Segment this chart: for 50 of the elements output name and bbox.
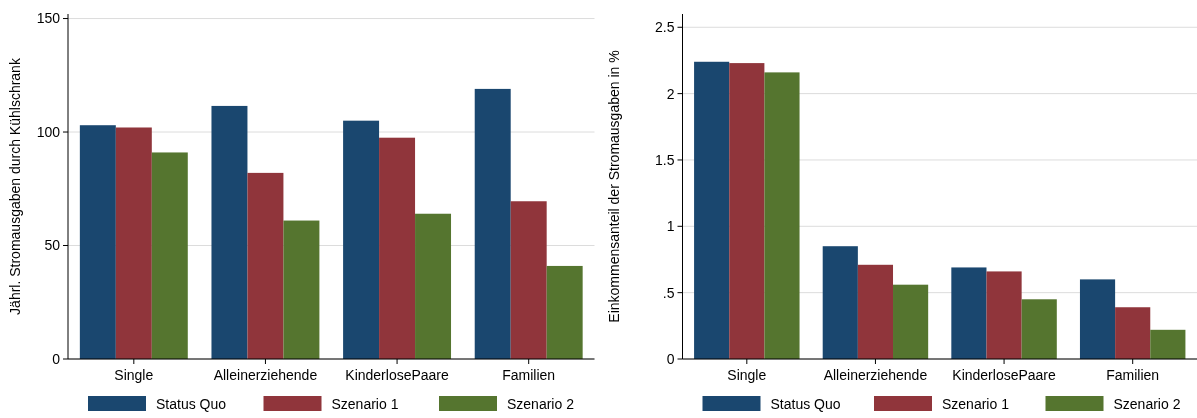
bar <box>151 152 188 359</box>
y-tick-label: 2.5 <box>655 19 675 36</box>
legend-label: Szenario 2 <box>1113 395 1181 412</box>
bar <box>1115 307 1151 359</box>
y-axis-title: Jährl. Stromausgaben durch Kühlschrank <box>7 57 23 315</box>
x-tick-label: Familien <box>1106 367 1160 383</box>
x-tick-label: Single <box>727 367 767 383</box>
bar <box>415 213 452 359</box>
bar <box>211 105 248 359</box>
bar <box>951 267 987 359</box>
bar <box>694 61 730 359</box>
y-tick-label: 100 <box>36 123 61 140</box>
bar <box>474 88 511 359</box>
y-tick-label: 150 <box>36 10 61 27</box>
x-tick-label: Alleinerziehende <box>823 367 928 383</box>
legend-label: Status Quo <box>770 395 841 412</box>
bar <box>986 271 1022 359</box>
x-tick-label: KinderlosePaare <box>952 367 1057 383</box>
bar <box>546 265 583 359</box>
x-tick-label: KinderlosePaare <box>345 367 450 383</box>
legend-label: Szenario 1 <box>331 395 399 412</box>
y-tick-label: 1.5 <box>655 151 675 168</box>
bar <box>343 120 380 359</box>
bar <box>1079 279 1116 359</box>
x-tick-label: Familien <box>502 367 556 383</box>
y-tick-label: 0 <box>666 350 675 367</box>
legend-label: Szenario 1 <box>942 395 1010 412</box>
legend-label: Szenario 2 <box>507 395 575 412</box>
y-axis-title: Einkommensanteil der Stromausgaben in % <box>605 50 622 323</box>
bar <box>510 201 547 359</box>
bar <box>893 284 929 359</box>
bar <box>764 72 800 359</box>
bar <box>79 125 116 359</box>
bar <box>822 246 858 359</box>
bar <box>857 264 894 359</box>
y-tick-label: 0 <box>52 350 61 367</box>
x-tick-label: Alleinerziehende <box>213 367 318 383</box>
legend-label: Status Quo <box>156 395 227 412</box>
y-tick-label: 2 <box>666 85 675 102</box>
bar <box>729 63 765 359</box>
bar <box>115 127 152 359</box>
bar <box>379 137 416 359</box>
bar <box>247 172 284 359</box>
x-tick-label: Single <box>114 367 154 383</box>
y-tick-label: .5 <box>662 284 675 301</box>
bar <box>1150 329 1186 359</box>
bar <box>1021 299 1057 359</box>
bar <box>283 220 320 359</box>
y-tick-label: 1 <box>666 218 675 235</box>
y-tick-label: 50 <box>44 237 61 254</box>
